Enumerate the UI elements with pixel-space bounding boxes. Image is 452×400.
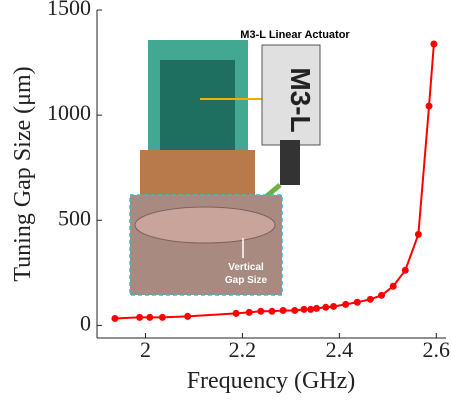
disc — [134, 206, 276, 244]
data-point — [330, 302, 338, 310]
x-tick-label: 2.4 — [326, 337, 354, 362]
data-point — [146, 313, 154, 321]
data-point — [414, 230, 422, 238]
data-point — [111, 314, 119, 322]
gap-label: Gap Size — [225, 275, 268, 286]
data-point — [342, 300, 350, 308]
x-tick-label: 2.6 — [423, 337, 451, 362]
y-tick-label: 1000 — [47, 100, 91, 125]
data-point — [158, 313, 166, 321]
data-point — [366, 295, 374, 303]
data-point — [322, 303, 330, 311]
y-tick-label: 1500 — [47, 0, 91, 20]
stage-inner — [160, 60, 235, 150]
data-point — [353, 298, 361, 306]
data-point — [232, 309, 240, 317]
inset-photo: M3-L Linear Actuator M3-L Vertical Gap S… — [129, 29, 350, 296]
data-point — [378, 291, 386, 299]
y-tick-label: 0 — [80, 310, 91, 335]
stage-base — [140, 150, 255, 195]
data-point — [313, 304, 321, 312]
x-tick-label: 2.2 — [229, 337, 257, 362]
data-point — [430, 40, 438, 48]
data-point — [245, 308, 253, 316]
actuator — [261, 44, 321, 146]
data-point — [425, 102, 433, 110]
y-tick-label: 500 — [58, 205, 91, 230]
data-point — [184, 312, 192, 320]
data-point — [307, 305, 315, 313]
x-axis-label: Frequency (GHz) — [187, 368, 356, 394]
data-point — [401, 266, 409, 274]
axes: 0 500 1000 1500 2 2.2 2.4 2.6 — [47, 0, 450, 362]
gap-label: Vertical — [228, 262, 264, 273]
data-point — [136, 313, 144, 321]
actuator-label: M3-L Linear Actuator — [240, 29, 350, 41]
x-tick-label: 2 — [140, 337, 151, 362]
data-point — [257, 307, 265, 315]
data-point — [389, 282, 397, 290]
y-axis-label: Tuning Gap Size (μm) — [10, 66, 36, 281]
device-label: M3-L — [285, 67, 316, 132]
data-point — [300, 305, 308, 313]
data-point — [268, 307, 276, 315]
data-point — [279, 306, 287, 314]
data-point — [291, 306, 299, 314]
actuator-tip — [280, 140, 300, 185]
